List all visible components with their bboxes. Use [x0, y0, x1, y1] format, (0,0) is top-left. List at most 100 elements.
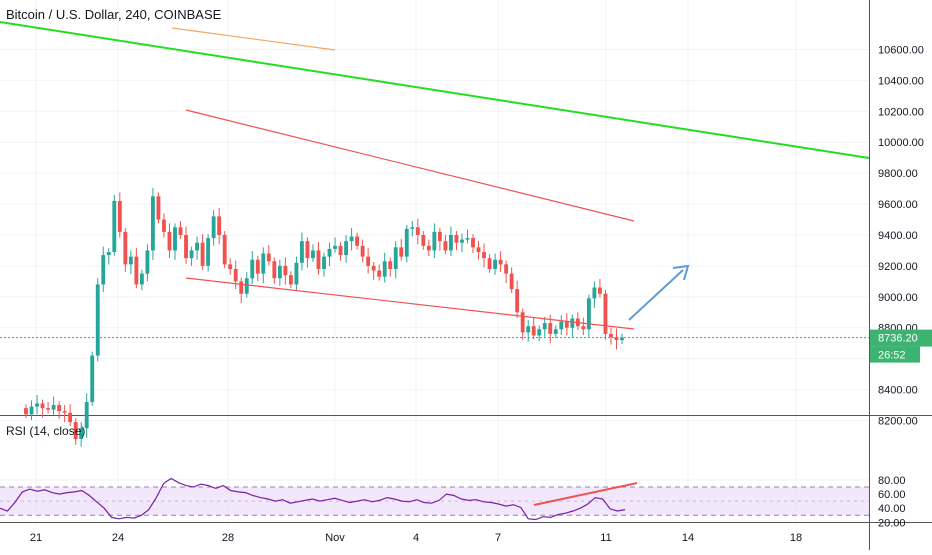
candle-body [564, 321, 569, 328]
candle [162, 213, 166, 238]
candle-body [57, 405, 62, 412]
candle-body [167, 231, 172, 251]
candle [106, 248, 111, 265]
candle-body [404, 228, 409, 257]
candle-body [377, 270, 382, 277]
time-tick-label: 18 [790, 532, 802, 544]
candle-body [294, 262, 299, 285]
candle [195, 236, 200, 260]
candle-body [509, 273, 514, 290]
candle-body [288, 275, 293, 285]
countdown-badge-label: 26:52 [878, 350, 906, 362]
chart-title: Bitcoin / U.S. Dollar, 240, COINBASE [6, 7, 222, 22]
candle-body [51, 405, 56, 410]
candle-body [410, 227, 415, 229]
candle-body [222, 234, 227, 265]
time-tick-label: 4 [413, 532, 419, 544]
candle-body [79, 428, 84, 440]
candle-body [46, 408, 51, 410]
candle-body [250, 259, 255, 279]
candle [338, 241, 343, 261]
candle-body [316, 250, 321, 269]
candle [592, 281, 597, 308]
candle-body [228, 264, 233, 269]
candle-body [487, 258, 492, 269]
candle [112, 194, 117, 256]
candle [288, 271, 293, 289]
candle [228, 258, 233, 275]
time-tick-label: 24 [112, 532, 124, 544]
candle [366, 248, 371, 274]
candle [482, 243, 486, 268]
candle-body [349, 236, 354, 242]
candle-body [609, 333, 613, 338]
candle-body [371, 265, 376, 271]
candle-body [465, 238, 470, 240]
candle [62, 405, 67, 423]
drawing-tools-layer [0, 21, 870, 506]
candle [294, 256, 299, 291]
candle-body [266, 253, 271, 262]
price-tick-label: 8400.00 [878, 385, 918, 397]
long-term-downtrend-line [0, 21, 870, 159]
candle [139, 269, 144, 291]
candle [189, 246, 194, 266]
candle-body [388, 261, 393, 269]
candle [266, 245, 271, 266]
candle-body [482, 251, 486, 259]
candle-body [195, 242, 200, 251]
candle [603, 289, 608, 340]
candle-body [432, 231, 437, 251]
rsi-indicator-label[interactable]: RSI (14, close) [6, 424, 86, 438]
candle [570, 314, 575, 338]
price-tick-label: 9800.00 [878, 168, 918, 180]
candle [432, 223, 437, 259]
candle [167, 223, 172, 259]
candle-body [603, 293, 608, 334]
candle-body [581, 326, 586, 330]
candle-body [255, 259, 260, 274]
candle [173, 223, 177, 260]
candle [101, 246, 106, 293]
candle-body [156, 196, 161, 220]
candle-body [620, 337, 624, 341]
candle-body [90, 355, 95, 402]
candle [564, 313, 569, 336]
candle [476, 241, 481, 260]
rsi-tick-label: 40.00 [878, 503, 906, 515]
candle-body [189, 250, 194, 259]
countdown-badge [870, 346, 920, 363]
price-tick-label: 9400.00 [878, 230, 918, 242]
candle-body [24, 408, 28, 415]
time-tick-label: 11 [600, 532, 611, 544]
candle-body [184, 234, 188, 259]
candle-body [531, 326, 536, 336]
candle [509, 267, 514, 293]
price-tick-label: 10000.00 [878, 137, 924, 149]
candle [117, 192, 122, 238]
candle [443, 234, 448, 255]
channel-upper-line [185, 109, 635, 222]
candle-body [327, 248, 332, 257]
candle-body [454, 234, 459, 243]
candle-body [62, 411, 67, 413]
channel-lower-line [185, 277, 635, 330]
candle [614, 328, 619, 350]
candle [200, 234, 205, 270]
candle-body [117, 200, 122, 232]
candle-body [277, 265, 282, 279]
candle [123, 228, 128, 272]
candle [156, 192, 161, 224]
candle [233, 260, 238, 289]
rsi-tick-label: 20.00 [878, 517, 906, 529]
candle-body [40, 403, 45, 409]
candle [327, 242, 332, 267]
price-tick-label: 9600.00 [878, 199, 918, 211]
candle-body [586, 298, 591, 330]
candle-body [542, 323, 547, 330]
candle-body [311, 250, 315, 259]
candle-body [498, 259, 503, 265]
candle-body [128, 256, 133, 265]
